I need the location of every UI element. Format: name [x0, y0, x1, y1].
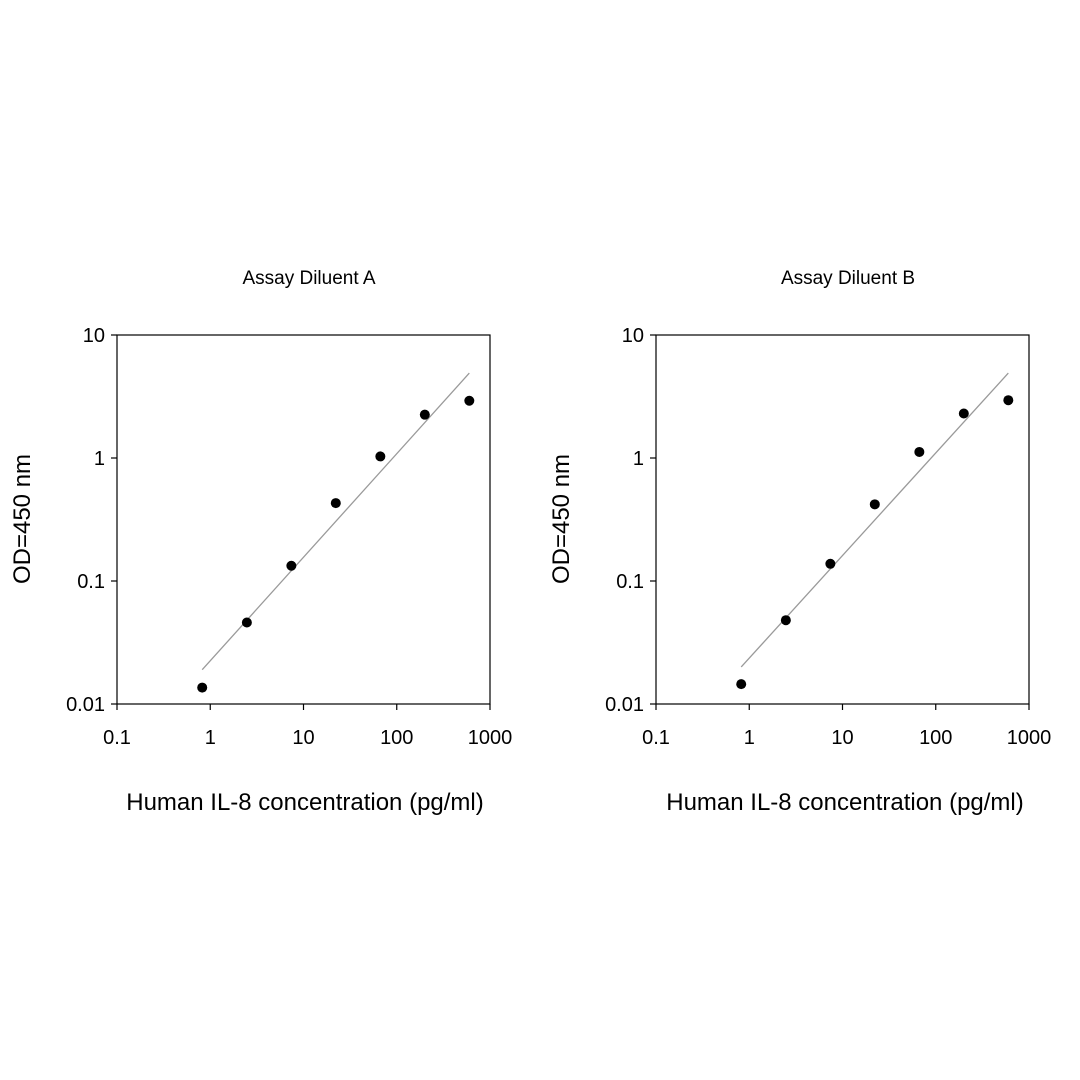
y-tick-label: 10 — [622, 325, 644, 347]
x-tick-label: 10 — [292, 727, 314, 749]
data-point — [241, 617, 252, 628]
plot-frame — [655, 334, 1030, 705]
data-point — [464, 395, 475, 406]
data-point — [958, 408, 969, 419]
y-axis-label: OD=450 nm — [9, 454, 36, 584]
y-tick-label: 0.01 — [605, 694, 644, 716]
y-tick-label: 0.01 — [66, 694, 105, 716]
data-point — [825, 558, 836, 569]
data-point — [736, 679, 747, 690]
data-point — [419, 409, 430, 420]
data-point — [914, 446, 925, 457]
data-point — [869, 499, 880, 510]
data-point — [286, 560, 297, 571]
x-tick-label: 100 — [919, 727, 952, 749]
y-tick-label: 0.1 — [77, 571, 105, 593]
plot-frame — [116, 334, 491, 705]
chart-title: Assay Diluent B — [781, 268, 915, 289]
y-tick-label: 1 — [94, 448, 105, 470]
x-tick-label: 1000 — [468, 727, 513, 749]
trend-line — [201, 372, 470, 671]
y-tick-label: 10 — [83, 325, 105, 347]
trend-line — [740, 372, 1009, 668]
data-point — [1003, 395, 1014, 406]
x-tick-label: 0.1 — [642, 727, 670, 749]
x-tick-label: 100 — [380, 727, 413, 749]
y-tick-label: 0.1 — [616, 571, 644, 593]
x-axis-label: Human IL-8 concentration (pg/ml) — [666, 789, 1024, 816]
x-axis-label: Human IL-8 concentration (pg/ml) — [126, 789, 484, 816]
data-point — [330, 498, 341, 509]
chart-title: Assay Diluent A — [242, 268, 375, 289]
chart-panel-b: Assay Diluent B OD=450 nm Human IL-8 con… — [548, 268, 1051, 816]
data-point — [197, 682, 208, 693]
data-point — [375, 451, 386, 462]
x-tick-label: 1 — [744, 727, 755, 749]
x-tick-label: 1 — [205, 727, 216, 749]
y-axis-label: OD=450 nm — [548, 454, 575, 584]
x-tick-label: 0.1 — [103, 727, 131, 749]
x-tick-label: 10 — [831, 727, 853, 749]
x-tick-label: 1000 — [1007, 727, 1052, 749]
y-tick-label: 1 — [633, 448, 644, 470]
data-point — [780, 615, 791, 626]
chart-panel-a: Assay Diluent A OD=450 nm Human IL-8 con… — [9, 268, 512, 816]
